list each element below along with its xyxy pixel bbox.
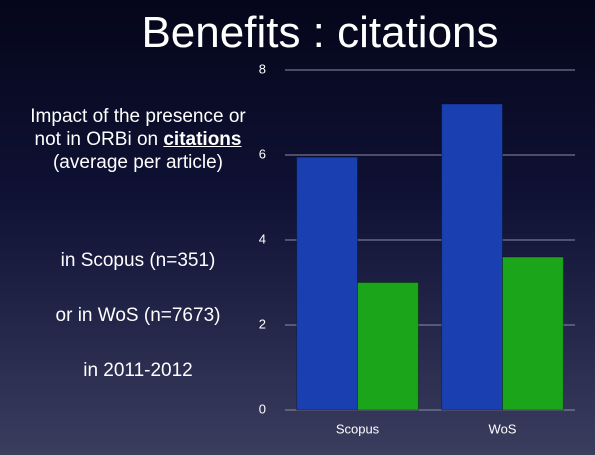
- note: in Scopus (n=351): [60, 250, 216, 271]
- y-tick-label: 4: [259, 231, 266, 246]
- bar: [502, 256, 564, 411]
- y-tick-label: 6: [259, 146, 266, 161]
- bar: [441, 103, 504, 411]
- note: or in WoS (n=7673): [55, 305, 221, 326]
- y-tick-label: 0: [259, 401, 266, 416]
- note: in 2011-2012: [83, 360, 193, 381]
- slide-title: Benefits : citations: [141, 8, 499, 57]
- description-text: Impact of the presence or not in ORBi on: [30, 106, 246, 150]
- description: Impact of the presence or not in ORBi on…: [18, 105, 258, 174]
- x-tick-label: WoS: [489, 421, 517, 436]
- bar: [357, 282, 419, 411]
- description-emphasis: citations: [163, 129, 242, 150]
- x-tick-label: Scopus: [336, 421, 380, 436]
- description-text: (average per article): [52, 152, 224, 173]
- y-tick-label: 2: [259, 316, 266, 331]
- y-tick-label: 8: [259, 61, 266, 76]
- bar: [296, 156, 359, 411]
